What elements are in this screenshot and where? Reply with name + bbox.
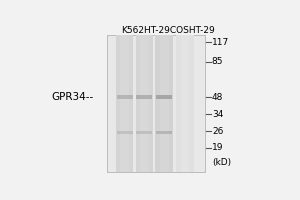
Bar: [181, 35, 190, 172]
Text: 34: 34: [212, 110, 223, 119]
Text: 19: 19: [212, 143, 224, 152]
Bar: [136, 35, 153, 172]
Text: 48: 48: [212, 93, 223, 102]
Text: 85: 85: [212, 57, 224, 66]
Bar: [107, 35, 205, 172]
Bar: [120, 35, 129, 172]
Text: GPR34--: GPR34--: [52, 92, 94, 102]
Bar: [176, 35, 194, 172]
Bar: [140, 35, 149, 172]
Bar: [117, 95, 133, 99]
Text: K562HT-29COSHT-29: K562HT-29COSHT-29: [121, 26, 214, 35]
Bar: [156, 131, 172, 134]
Text: 117: 117: [212, 38, 229, 47]
Bar: [156, 95, 172, 99]
Bar: [117, 131, 133, 134]
Bar: [136, 95, 152, 99]
Text: 26: 26: [212, 127, 223, 136]
Bar: [160, 35, 169, 172]
Text: (kD): (kD): [212, 158, 231, 167]
Bar: [136, 131, 152, 134]
Bar: [116, 35, 134, 172]
Bar: [155, 35, 173, 172]
